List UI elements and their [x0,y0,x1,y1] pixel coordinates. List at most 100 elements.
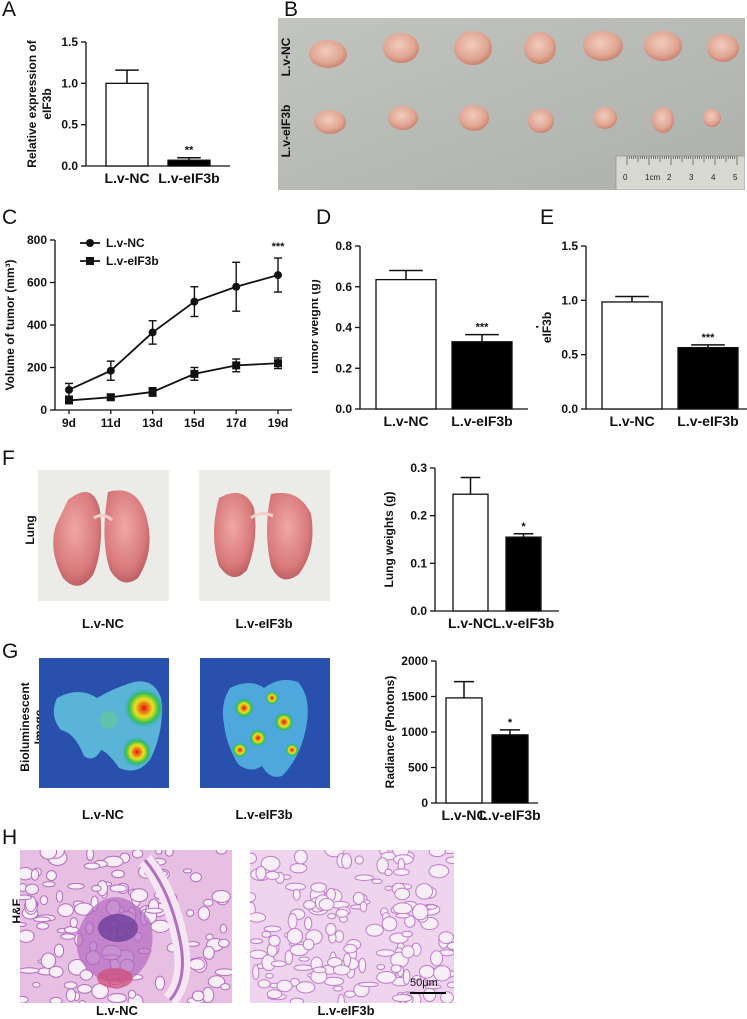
alveolus [412,975,422,981]
y-tick-label: 0.0 [61,159,78,173]
alveolus [295,981,316,994]
y-tick-label: 0.0 [561,402,578,416]
alveolus [83,862,101,870]
row-label-biolum-line1: Bioluminescent [18,682,32,772]
alveolus [384,885,393,891]
legend-marker [86,257,94,265]
alveolus [318,897,335,911]
series-line-nc [68,274,279,391]
caption-f-eif3b: L.v-eIF3b [235,616,293,631]
caption-h-eif3b: L.v-eIF3b [317,1003,375,1018]
alveolus [188,958,206,971]
y-tick-label: 1500 [401,690,428,704]
alveolus [250,912,267,923]
alveolus [63,981,78,990]
alveolus [207,975,226,988]
caption-f-nc: L.v-NC [82,616,124,631]
ruler-label: 3 [689,173,694,182]
alveolus [263,925,282,933]
alveolus [63,926,79,934]
alveolus [371,878,383,885]
bar-nc [452,493,489,612]
alveolus [107,992,127,1003]
panel-letter-f: F [2,447,15,470]
significance-label: *** [702,332,716,344]
alveolus [415,883,434,900]
tumor-row-nc [309,31,739,68]
significance-label: *** [272,241,286,253]
alveolus [430,950,444,967]
tumor-photo: 0 1cm 2 3 4 5 [278,18,745,190]
y-axis-label: Relative expression ofeIF3b [25,39,54,167]
ruler-label: 1cm [645,173,661,182]
bar-eif3b [505,536,542,612]
alveolus [298,956,310,962]
alveolus [197,906,211,921]
alveolus [304,916,313,931]
y-tick-label: 1.0 [61,76,78,90]
x-category-label: L.v-NC [104,170,149,186]
alveolus [218,938,230,948]
alveolus [39,850,58,860]
alveolus [39,895,49,906]
data-point-nc [106,366,115,375]
x-tick-label: 19d [268,416,289,428]
tumor-row-eif3b [314,105,721,134]
x-category-label: L.v-NC [441,807,486,823]
x-tick-label: 9d [62,416,76,428]
alveolus [270,960,287,968]
panel-letter-b: B [284,0,299,21]
y-tick-label: 200 [27,361,47,375]
chart-e: 0.0 0.5 1.0 1.5 L.v-NC *** L.v-eIF3b Relative e… [536,239,747,426]
y-axis-label: Tumor weight (g) [312,279,321,375]
alveolus [67,882,85,890]
legend-label: L.v-eIF3b [106,254,159,268]
alveolus [390,964,402,973]
y-tick-label: 1000 [401,725,428,739]
alveolus [42,881,56,888]
alveolus [111,869,125,879]
y-tick-label: 0.3 [410,461,427,475]
row-label-b-nc: L.v-NC [279,37,293,77]
x-category-label: L.v-NC [448,615,493,631]
x-category-label: L.v-eIF3b [451,413,512,426]
row-label-lung: Lung [23,515,37,545]
alveolus [440,991,454,1003]
alveolus [257,979,271,989]
alveolus [286,927,304,945]
alveolus [276,979,293,993]
row-label-b-eif3b: L.v-eIF3b [279,104,293,158]
scale-bar-label: 50μm [410,977,438,989]
y-tick-label: 0.0 [410,604,427,618]
alveolus [332,964,351,976]
alveolus [182,868,193,874]
bar-nc [445,697,483,804]
x-tick-label: 13d [142,416,163,428]
alveolus [303,900,316,910]
alveolus [401,945,415,959]
lung-photo-eif3b-art [199,470,330,601]
alveolus [401,930,413,938]
data-point-eif3b [232,361,241,370]
significance-label: * [508,717,513,729]
alveolus [302,938,315,951]
alveolus [250,938,264,945]
alveolus [20,929,35,943]
alveolus [438,931,454,945]
x-category-label: L.v-eIF3b [479,807,540,823]
y-tick-label: 1.0 [561,293,578,307]
alveolus [268,934,281,947]
bar-nc [601,301,663,410]
y-tick-label: 400 [27,318,47,332]
alveolus [155,850,163,855]
y-axis-label: Radiance (Photons) [383,676,397,789]
alveolus [20,967,40,974]
he-image-eif3b: 50μm [250,850,454,1003]
alveolus [215,850,228,855]
bar-nc [375,278,437,410]
biolum-image-nc [39,658,169,788]
alveolus [376,971,397,984]
chart-a: 0.0 0.5 1.0 1.5 L.v-NC ** L.v-eIF3b Relative ex… [25,35,230,186]
alveolus [49,996,63,1003]
alveolus [422,987,437,1002]
